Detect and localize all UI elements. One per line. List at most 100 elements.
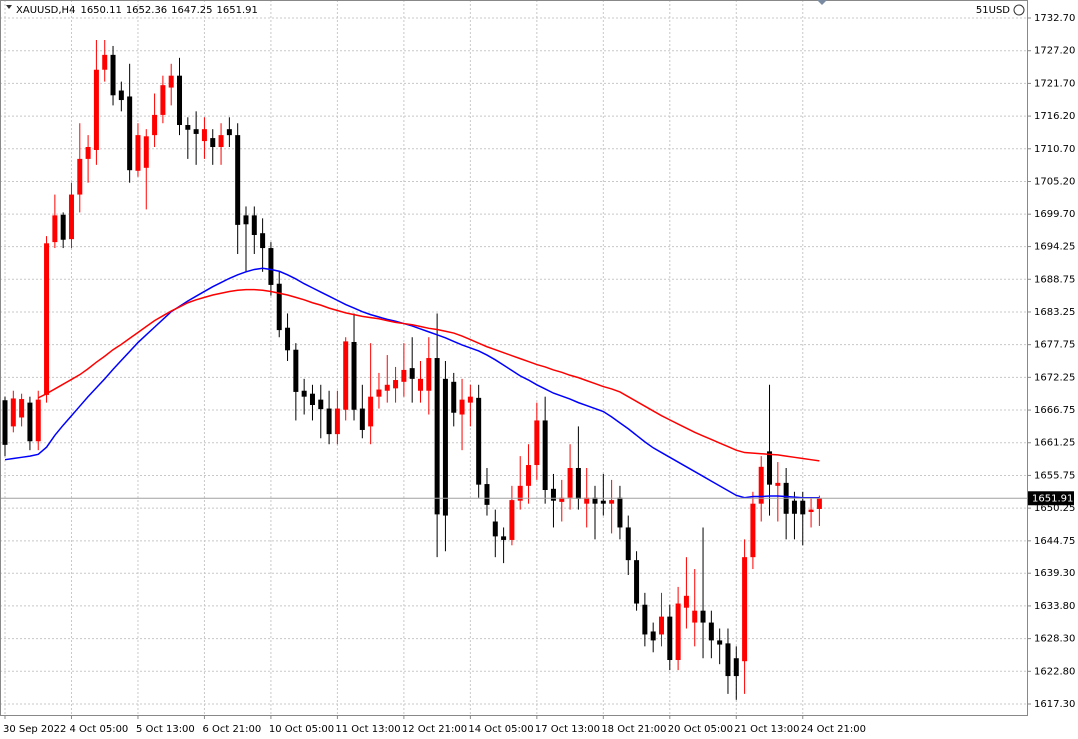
candle-body (293, 349, 299, 392)
candle-body (93, 69, 99, 150)
header-low: 1647.25 (171, 5, 212, 16)
candle-body (467, 396, 473, 403)
candle-body (667, 616, 673, 661)
candle-body (592, 497, 598, 504)
candle-body (683, 595, 689, 608)
candle-body (750, 503, 756, 558)
y-tick-label: 1666.75 (1034, 405, 1075, 416)
y-tick-label: 1628.30 (1034, 634, 1075, 645)
symbol: XAUUSD,H4 (16, 5, 75, 16)
candle-body (260, 233, 266, 249)
candle-body (351, 341, 357, 410)
candle-body (808, 509, 814, 512)
x-tick-label: 12 Oct 21:00 (402, 724, 467, 735)
header-arrow (6, 5, 12, 9)
candle-body (517, 485, 523, 501)
y-tick-label: 1727.20 (1034, 46, 1075, 57)
candle-body (418, 378, 423, 391)
candle-body (426, 358, 432, 391)
scroll-marker (817, 0, 827, 5)
candle-body (393, 380, 399, 389)
candle-body (501, 536, 507, 540)
y-tick-label: 1710.70 (1034, 144, 1075, 155)
candle-body (625, 527, 631, 561)
account-icon[interactable] (1013, 4, 1025, 16)
candle-body (600, 500, 606, 504)
y-tick-label: 1644.75 (1034, 536, 1075, 547)
moving-average (4, 267, 820, 499)
y-tick-label: 1705.20 (1034, 176, 1075, 187)
candle-body (2, 400, 8, 445)
candle-body (717, 640, 723, 645)
candle-body (243, 215, 249, 225)
candle-body (409, 368, 415, 379)
candle-body (692, 610, 698, 623)
candle-body (509, 500, 515, 540)
candle-body (27, 402, 33, 442)
candle-body (559, 497, 565, 502)
last-price-label: 1651.91 (1032, 493, 1073, 504)
candle-body (52, 215, 58, 243)
candle-body (476, 397, 482, 485)
candle-body (733, 658, 739, 677)
candle-body (35, 399, 41, 442)
candle-body (617, 497, 623, 528)
candle-body (542, 420, 548, 491)
x-tick-label: 21 Oct 13:00 (734, 724, 799, 735)
x-tick-label: 17 Oct 13:00 (535, 724, 600, 735)
candle-body (700, 610, 706, 623)
candle-body (650, 631, 656, 641)
candle-body (708, 622, 714, 641)
y-tick-label: 1732.70 (1034, 13, 1075, 24)
candle-body (534, 420, 540, 466)
y-tick-label: 1683.25 (1034, 307, 1075, 318)
candle-body (442, 378, 448, 516)
candle-body (791, 500, 797, 514)
y-tick-label: 1617.30 (1034, 699, 1075, 710)
candle-body (584, 497, 590, 504)
candle-body (434, 358, 440, 515)
y-tick-label: 1688.75 (1034, 274, 1075, 285)
candle-body (19, 399, 25, 418)
x-tick-label: 6 Oct 21:00 (202, 724, 261, 735)
candle-body (152, 114, 158, 136)
y-tick-label: 1716.20 (1034, 111, 1075, 122)
candle-body (177, 75, 183, 126)
candle-body (775, 482, 781, 486)
candle-body (401, 369, 407, 382)
candle-body (226, 129, 232, 136)
candle-body (642, 604, 648, 635)
candle-body (484, 484, 490, 505)
candle-body (767, 451, 773, 485)
candle-body (118, 90, 124, 101)
plot (0, 40, 1027, 700)
last-price-box (1028, 491, 1074, 506)
candle-body (343, 341, 349, 410)
y-tick-label: 1694.25 (1034, 242, 1075, 253)
y-tick-label: 1699.70 (1034, 209, 1075, 220)
y-tick-label: 1672.25 (1034, 372, 1075, 383)
candle-body (68, 194, 74, 240)
candle-body (376, 389, 382, 397)
candle-body (451, 381, 457, 413)
candle-body (160, 85, 166, 115)
candle-body (235, 135, 241, 225)
x-tick-label: 11 Oct 13:00 (335, 724, 400, 735)
candle-body (301, 390, 307, 397)
candle-body (201, 129, 207, 142)
candle-body (359, 408, 365, 430)
candle-body (459, 399, 465, 415)
y-tick-label: 1622.80 (1034, 666, 1075, 677)
y-tick-label: 1650.25 (1034, 503, 1075, 514)
candle-body (758, 466, 764, 504)
candle-body (550, 488, 556, 501)
candle-body (334, 408, 340, 435)
candle-body (318, 399, 324, 410)
candle-body (725, 643, 731, 677)
y-tick-label: 1655.75 (1034, 470, 1075, 481)
candle-body (102, 54, 108, 70)
candle-body (492, 521, 498, 537)
candle-body (251, 215, 257, 235)
header-open: 1650.11 (80, 5, 121, 16)
